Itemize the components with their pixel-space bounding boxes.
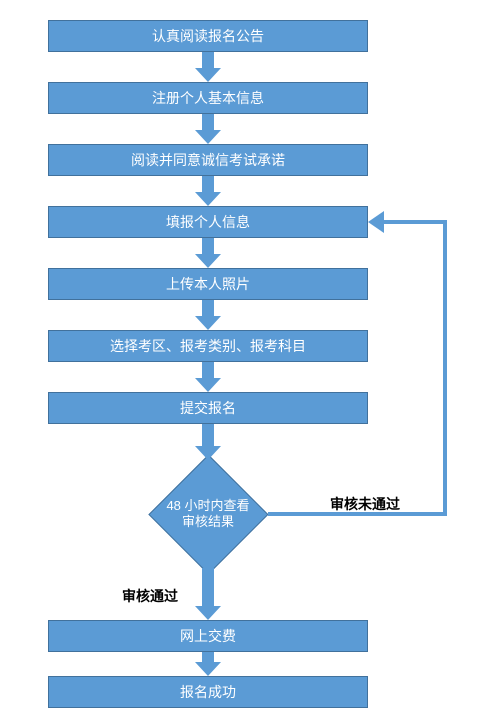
flow-feedback-arrow — [0, 0, 500, 715]
flowchart-stage: 认真阅读报名公告注册个人基本信息阅读并同意诚信考试承诺填报个人信息上传本人照片选… — [0, 0, 500, 715]
flow-label-text: 审核通过 — [122, 588, 178, 604]
flow-label-fail: 审核未通过 — [330, 494, 400, 514]
flow-label-text: 审核未通过 — [330, 496, 400, 512]
flow-label-pass: 审核通过 — [122, 586, 178, 606]
